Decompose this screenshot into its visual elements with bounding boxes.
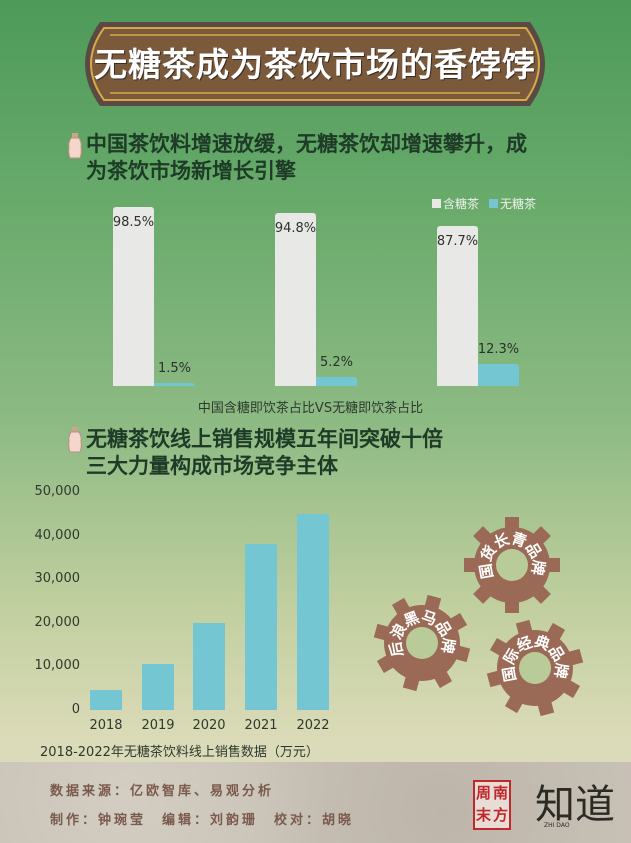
gear-hole bbox=[406, 627, 438, 659]
y-tick-label: 50,000 bbox=[34, 484, 81, 499]
bar-sugar bbox=[113, 206, 154, 386]
footer: 数据来源：亿欧智库、易观分析 制作：钟琬莹 编辑：刘韵珊 校对：胡晓 周南末方 … bbox=[0, 762, 631, 843]
chart1-plot: 98.5% 94.8% 87.7% 1.5% 5.2% 12.3% bbox=[0, 0, 631, 420]
chart2-plot: 0 10,000 20,000 30,000 40,000 50,000 2018 2019 2… bbox=[34, 484, 330, 733]
stamp-char: 南 bbox=[492, 784, 508, 802]
title-banner bbox=[85, 22, 545, 106]
page-title: 无糖茶成为茶饮市场的香饽饽 bbox=[94, 45, 536, 84]
bar bbox=[193, 623, 225, 710]
section2-heading-line2: 三大力量构成市场竞争主体 bbox=[86, 454, 338, 478]
tea-bottle-icon bbox=[68, 133, 82, 159]
legend-item-sugar: 含糖茶 bbox=[432, 195, 479, 212]
bar-nosugar bbox=[316, 376, 357, 386]
bar bbox=[245, 543, 277, 710]
x-tick-label: 2019 bbox=[141, 718, 175, 733]
stamp-char: 末 bbox=[475, 806, 491, 824]
nanfang-zhoumo-logo: 周南末方 bbox=[473, 780, 511, 830]
section1-heading-line1: 中国茶饮料增速放缓，无糖茶饮却增速攀升，成 bbox=[86, 132, 527, 156]
zhidao-logo: 知道 bbox=[535, 782, 615, 828]
chart2-xlabel: 2018-2022年无糖茶饮料线上销售数据（万元） bbox=[40, 745, 319, 760]
zhidao-pinyin: ZHI DAO bbox=[544, 822, 570, 829]
credits: 制作：钟琬莹 编辑：刘韵珊 校对：胡晓 bbox=[50, 813, 355, 828]
legend-swatch bbox=[489, 199, 499, 208]
legend-label: 无糖茶 bbox=[500, 197, 537, 211]
tea-bottle-icon bbox=[68, 427, 82, 453]
legend-swatch bbox=[432, 199, 441, 208]
bar-sugar bbox=[437, 226, 478, 386]
bar bbox=[142, 663, 174, 710]
y-tick-label: 30,000 bbox=[34, 571, 81, 587]
bar-nosugar bbox=[154, 383, 195, 386]
y-tick-label: 20,000 bbox=[34, 614, 81, 630]
gear-3: 国际经典品牌 bbox=[486, 619, 584, 717]
x-tick-label: 2021 bbox=[244, 718, 278, 733]
y-tick-label: 10,000 bbox=[34, 658, 81, 674]
chart1-xlabel: 中国含糖即饮茶占比VS无糖即饮茶占比 bbox=[197, 401, 424, 416]
y-tick-label: 0 bbox=[71, 702, 80, 717]
data-label: 98.5% bbox=[112, 214, 155, 230]
data-label: 94.8% bbox=[274, 221, 317, 237]
gear-hole bbox=[496, 549, 528, 581]
bar bbox=[297, 513, 329, 710]
data-source: 数据来源：亿欧智库、易观分析 bbox=[50, 784, 275, 799]
section1-heading-line2: 为茶饮市场新增长引擎 bbox=[86, 159, 296, 183]
chart1-legend: 含糖茶 无糖茶 bbox=[432, 195, 536, 212]
legend-label: 含糖茶 bbox=[443, 197, 480, 211]
data-label: 87.7% bbox=[436, 234, 479, 250]
bar bbox=[90, 689, 122, 710]
x-tick-label: 2022 bbox=[296, 718, 330, 733]
stamp-char: 周 bbox=[475, 784, 491, 802]
x-tick-label: 2020 bbox=[192, 718, 226, 733]
data-label: 5.2% bbox=[319, 354, 354, 370]
legend-item-nosugar: 无糖茶 bbox=[489, 195, 536, 212]
y-tick-label: 40,000 bbox=[34, 527, 81, 543]
bar-nosugar bbox=[478, 363, 519, 386]
x-tick-label: 2018 bbox=[89, 718, 123, 733]
gear-hole bbox=[519, 652, 551, 684]
stamp-char: 方 bbox=[492, 806, 508, 824]
section2-heading-line1: 无糖茶饮线上销售规模五年间突破十倍 bbox=[86, 427, 443, 451]
bar-sugar bbox=[275, 213, 316, 386]
data-label: 1.5% bbox=[157, 361, 192, 377]
gear-1: 国货长青品牌 bbox=[464, 517, 560, 613]
gear-2: 后浪黑马品牌 bbox=[373, 594, 471, 692]
data-label: 12.3% bbox=[477, 341, 520, 357]
